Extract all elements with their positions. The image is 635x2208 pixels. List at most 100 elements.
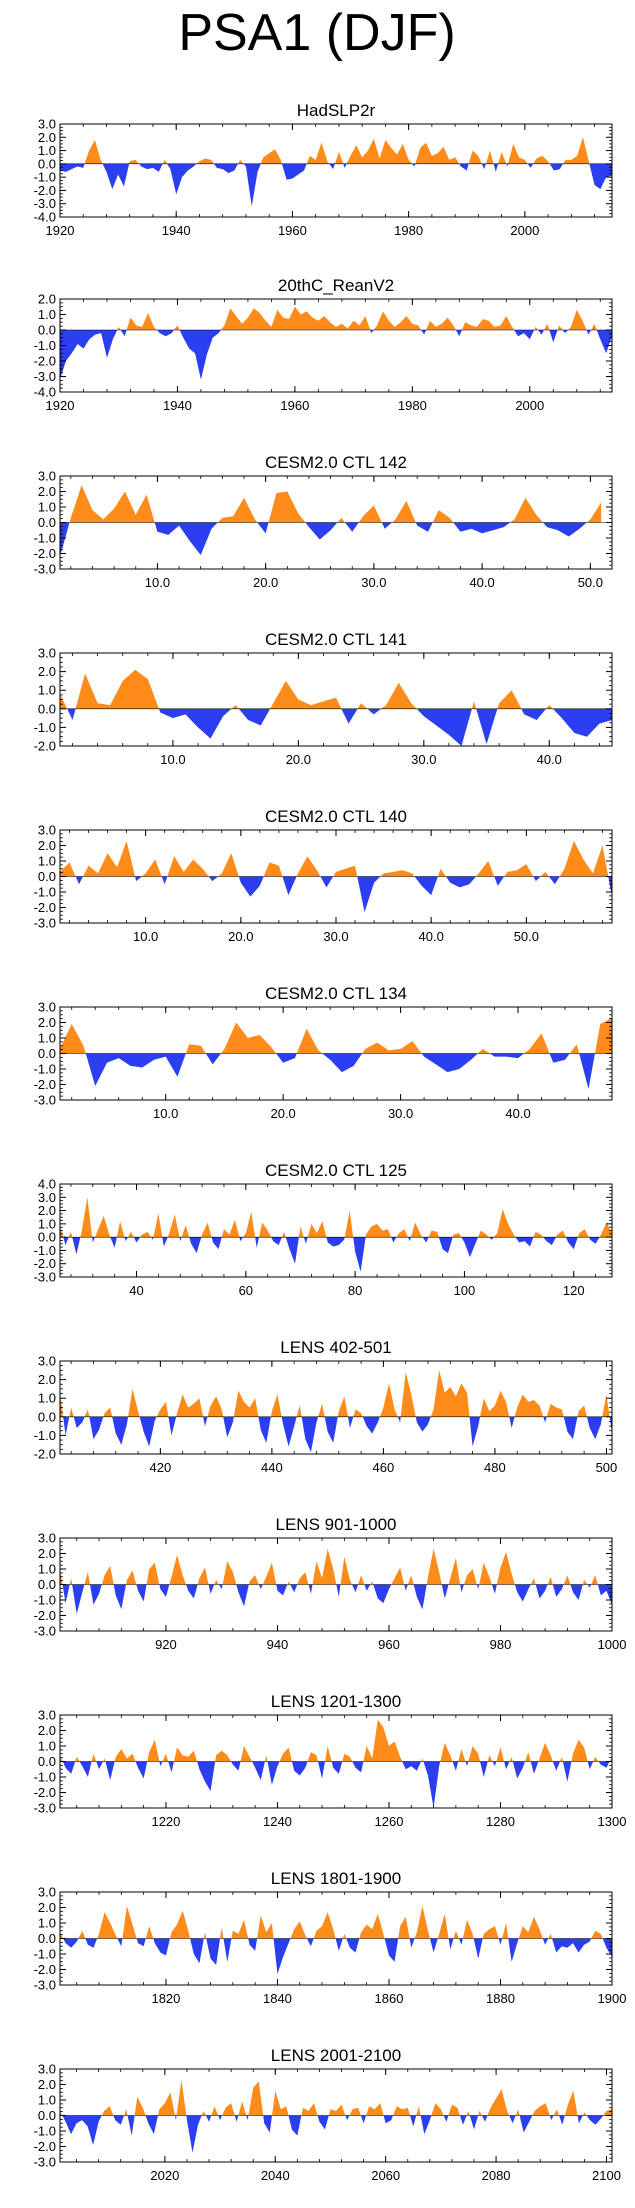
positive-area (60, 1905, 603, 1939)
chart-panel: CESM2.0 CTL 125 4.03.02.01.00.0-1.0-2.0-3… (34, 1161, 613, 1298)
y-tick-label: 1.0 (38, 1739, 56, 1754)
x-tick-label: 1220 (151, 1814, 180, 1829)
negative-area (63, 1938, 612, 1975)
y-tick-label: -2.0 (34, 354, 56, 369)
x-tick-label: 10.0 (160, 752, 185, 767)
y-tick-label: -4.0 (34, 210, 56, 225)
y-tick-label: 2.0 (38, 292, 56, 307)
x-tick-label: 2000 (515, 398, 544, 413)
x-tick-label: 940 (267, 1637, 289, 1652)
x-tick-label: 10.0 (145, 575, 170, 590)
negative-area (62, 1584, 612, 1614)
negative-area (60, 330, 612, 380)
negative-area (67, 708, 613, 746)
y-tick-label: -1.0 (34, 1947, 56, 1962)
y-tick-label: -4.0 (34, 385, 56, 400)
y-tick-label: -3.0 (34, 2155, 56, 2170)
y-tick-label: 0.0 (38, 1754, 56, 1769)
x-tick-label: 1860 (375, 1991, 404, 2006)
x-tick-label: 1280 (486, 1814, 515, 1829)
negative-area (62, 2115, 604, 2153)
y-tick-label: 3.0 (38, 1190, 56, 1205)
y-tick-label: 3.0 (38, 469, 56, 484)
negative-area (60, 522, 587, 557)
y-tick-label: 2.0 (38, 1015, 56, 1030)
x-tick-label: 60 (239, 1283, 253, 1298)
y-tick-label: 3.0 (38, 1000, 56, 1015)
y-tick-label: -1.0 (34, 531, 56, 546)
x-tick-label: 30.0 (323, 929, 348, 944)
chart-panel: CESM2.0 CTL 134 3.02.01.00.0-1.0-2.0-3.0 1… (34, 984, 613, 1121)
y-tick-label: 0.0 (38, 1577, 56, 1592)
x-tick-label: 2100 (592, 2168, 621, 2183)
panel-title: CESM2.0 CTL 125 (265, 1161, 407, 1180)
y-tick-label: -2.0 (34, 1785, 56, 1800)
y-tick-label: 1.0 (38, 1562, 56, 1577)
x-tick-label: 40.0 (469, 575, 494, 590)
panel-title: CESM2.0 CTL 140 (265, 807, 407, 826)
negative-area (75, 876, 612, 913)
y-tick-label: 3.0 (38, 823, 56, 838)
y-tick-label: 0.0 (38, 1230, 56, 1245)
y-tick-label: -2.0 (34, 183, 56, 198)
y-tick-label: 2.0 (38, 130, 56, 145)
y-tick-label: -2.0 (34, 1962, 56, 1977)
y-tick-label: 3.0 (38, 1885, 56, 1900)
x-tick-label: 1240 (263, 1814, 292, 1829)
x-tick-label: 50.0 (578, 575, 603, 590)
y-tick-label: 2.0 (38, 1723, 56, 1738)
y-tick-label: 0.0 (38, 869, 56, 884)
y-tick-label: -2.0 (34, 1256, 56, 1271)
x-tick-label: 420 (150, 1460, 172, 1475)
plot-frame (59, 298, 613, 393)
y-tick-label: -3.0 (34, 1624, 56, 1639)
x-tick-label: 30.0 (361, 575, 386, 590)
y-tick-label: -2.0 (34, 900, 56, 915)
y-tick-label: 1.0 (38, 307, 56, 322)
x-tick-label: 30.0 (411, 752, 436, 767)
x-tick-label: 1840 (263, 1991, 292, 2006)
y-tick-label: 1.0 (38, 683, 56, 698)
x-tick-label: 20.0 (253, 575, 278, 590)
x-tick-label: 80 (348, 1283, 362, 1298)
x-tick-label: 2040 (261, 2168, 290, 2183)
x-tick-label: 1980 (398, 398, 427, 413)
panel-title: HadSLP2r (297, 101, 376, 120)
y-tick-label: -1.0 (34, 338, 56, 353)
chart-panel: LENS 402-501 3.0 2.0 1.0 0.0 -1.0 -2.0 420 440 46… (34, 1338, 618, 1475)
y-tick-label: -2.0 (34, 1608, 56, 1623)
panel-title: 20thC_ReanV2 (278, 276, 394, 295)
y-tick-label: -3.0 (34, 369, 56, 384)
chart-panel: LENS 2001-2100 3.02.01.00.0-1.0-2.0-3.0 20… (34, 2046, 621, 2183)
positive-area (60, 840, 609, 877)
y-tick-label: 1.0 (38, 1391, 56, 1406)
y-tick-label: 0.0 (38, 323, 56, 338)
y-tick-label: 0.0 (38, 1409, 56, 1424)
panel-title: LENS 1801-1900 (271, 1869, 401, 1888)
figure-title: PSA1 (DJF) (178, 4, 455, 62)
negative-area (62, 1761, 610, 1808)
positive-area (69, 485, 602, 523)
positive-area (60, 1548, 598, 1585)
y-tick-label: -1.0 (34, 1428, 56, 1443)
y-tick-label: 1.0 (38, 1216, 56, 1231)
y-tick-label: -3.0 (34, 1978, 56, 1993)
y-tick-label: 2.0 (38, 1546, 56, 1561)
chart-panel: LENS 1801-1900 3.02.01.00.0-1.0-2.0-3.0 18… (34, 1869, 627, 2006)
y-tick-label: 2.0 (38, 838, 56, 853)
y-tick-label: -2.0 (34, 2139, 56, 2154)
y-tick-label: 2.0 (38, 1203, 56, 1218)
x-tick-label: 30.0 (388, 1106, 413, 1121)
panel-title: CESM2.0 CTL 134 (265, 984, 407, 1003)
y-tick-label: 4.0 (38, 1177, 56, 1192)
chart-panel: 20thC_ReanV2 2.01.00.0-1.0-2.0-3.0-4.0192… (34, 276, 613, 413)
x-tick-label: 440 (261, 1460, 283, 1475)
x-tick-label: 20.0 (228, 929, 253, 944)
panels-container: HadSLP2r3.02.01.00.0-1.0-2.0-3.0-4.01920… (34, 101, 627, 2183)
plot-frame (59, 123, 613, 218)
y-tick-label: 2.0 (38, 1900, 56, 1915)
y-tick-label: -2.0 (34, 1447, 56, 1462)
y-tick-label: 0.0 (38, 515, 56, 530)
chart-panel: CESM2.0 CTL 141 3.0 2.0 1.0 0.0 -1.0 -2.0 10.0 2… (34, 630, 613, 767)
chart-panel: CESM2.0 CTL 140 3.02.01.00.0-1.0-2.0-3.0 1… (34, 807, 613, 944)
